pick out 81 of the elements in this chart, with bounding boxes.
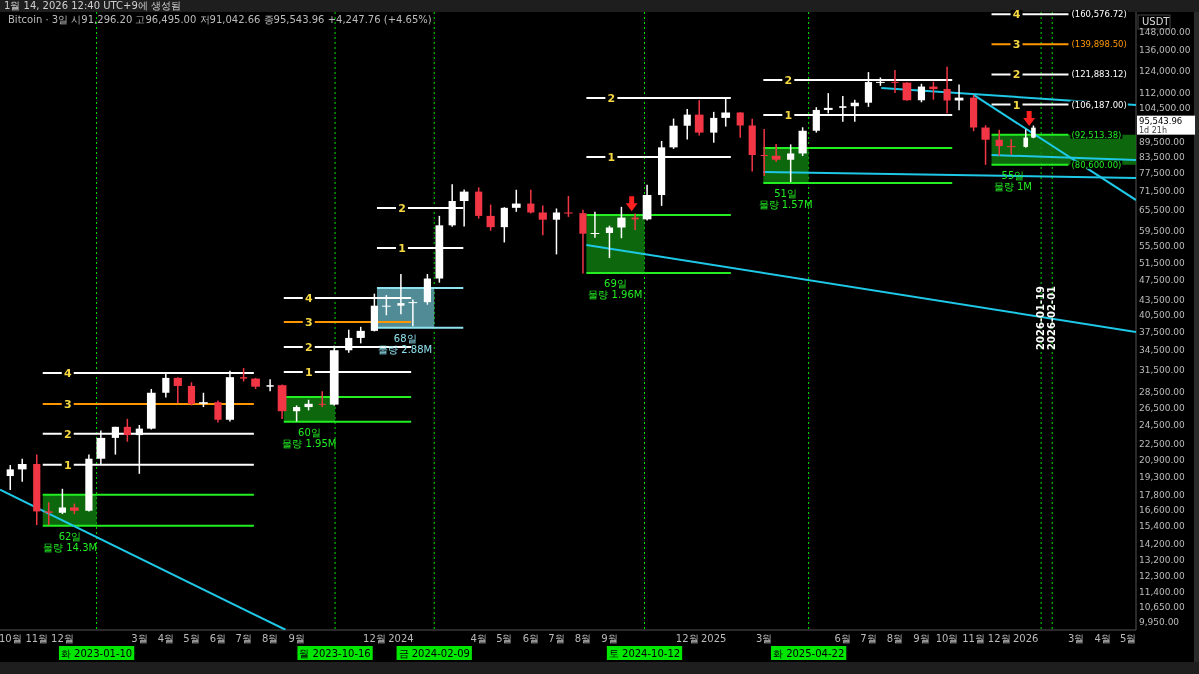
x-tick-label: 5월 [496, 633, 513, 644]
y-tick-label: 59,500.00 [1139, 226, 1186, 237]
annotation: 2026-01-19 [1035, 285, 1047, 350]
x-tick-label: 9월 [601, 633, 618, 644]
annotation: 69일 물량 1.96M [588, 277, 643, 300]
x-tick-label: 7월 [548, 633, 565, 644]
y-tick-label: 148,000.00 [1139, 27, 1191, 38]
x-tick-label: 11월 [962, 633, 985, 644]
x-tick-label: 7월 [860, 633, 877, 644]
x-tick-label: 2025 [701, 633, 727, 644]
y-tick-label: 37,500.00 [1139, 327, 1186, 338]
x-tick-label: 8월 [574, 633, 592, 644]
x-tick-label: 6월 [522, 633, 539, 644]
x-tick-label: 7월 [235, 633, 252, 644]
x-tick-label: 11월 [25, 633, 49, 644]
y-tick-label: 112,000.00 [1139, 87, 1191, 98]
y-tick-label: 47,500.00 [1139, 275, 1186, 286]
y-tick-label: 17,800.00 [1139, 489, 1186, 500]
chart-title: 1월 14, 2026 12:40 UTC+9에 생성됨 [4, 0, 181, 11]
annotation: 60일 물량 1.95M [282, 426, 337, 449]
y-tick-label: 11,400.00 [1139, 587, 1186, 598]
y-tick-label: 19,300.00 [1139, 472, 1186, 483]
y-tick-label: 55,500.00 [1139, 241, 1186, 252]
x-tick-label: 12월 [675, 633, 699, 644]
y-tick-label: 65,500.00 [1139, 205, 1186, 216]
annotation: 2026-02-01 [1046, 285, 1058, 350]
y-tick-label: 43,500.00 [1139, 294, 1186, 305]
y-tick-label: 34,500.00 [1139, 345, 1186, 356]
x-tick-label: 10월 [935, 633, 959, 644]
y-tick-label: 26,500.00 [1139, 402, 1186, 413]
annotation: 51일 물량 1.57M [758, 188, 813, 211]
y-tick-label: 24,500.00 [1139, 420, 1186, 431]
annotation: (80,600.00) [1070, 159, 1123, 170]
y-tick-label: 83,500.00 [1139, 152, 1186, 163]
y-tick-label: 22,500.00 [1139, 438, 1186, 449]
y-tick-label: 10,650.00 [1139, 602, 1186, 613]
y-tick-label: 9,950.00 [1139, 616, 1180, 627]
x-tick-label: 3월 [755, 633, 773, 644]
x-tick-label: 3월 [131, 633, 148, 644]
annotation: (106,187.00) [1070, 99, 1128, 110]
y-tick-label: 20,900.00 [1139, 454, 1186, 465]
y-tick-label: 124,000.00 [1139, 65, 1191, 76]
x-tick-label: 12월 [51, 633, 74, 644]
x-tick-label: 10월 [0, 633, 22, 644]
x-tick-label: 3월 [1067, 633, 1085, 644]
y-tick-label: 89,500.00 [1139, 136, 1186, 147]
x-tick-label: 2026 [1013, 633, 1039, 644]
x-tick-label: 9월 [288, 633, 305, 644]
y-tick-label: 136,000.00 [1139, 45, 1191, 56]
y-tick-label: 31,500.00 [1139, 365, 1186, 376]
annotation: 62일 물량 14.3M [43, 530, 98, 553]
y-tick-label: 77,500.00 [1139, 168, 1186, 179]
y-tick-label: 28,500.00 [1139, 386, 1186, 397]
x-tick-label: 9월 [913, 633, 930, 644]
y-tick-label: 71,500.00 [1139, 186, 1186, 196]
x-tick-label: 5월 [1120, 633, 1137, 644]
x-tick-label: 6월 [209, 633, 227, 644]
annotation: (121,883.12) [1070, 69, 1128, 80]
x-tick-label: 12월 [987, 633, 1011, 644]
y-tick-label: 16,600.00 [1139, 505, 1186, 516]
y-tick-label: 40,500.00 [1139, 310, 1186, 321]
y-tick-label: 104,500.00 [1139, 103, 1191, 114]
x-tick-label: 6월 [834, 633, 851, 644]
x-tick-label: 4월 [470, 633, 487, 644]
x-tick-label: 12월 [363, 633, 386, 644]
y-axis-title: USDT [1142, 16, 1171, 27]
x-tick-label: 4월 [157, 633, 175, 644]
x-tick-label: 8월 [886, 633, 904, 644]
annotation: (160,576.72) [1070, 9, 1128, 20]
x-tick-label: 4월 [1094, 633, 1111, 644]
x-tick-label: 5월 [183, 633, 200, 644]
annotation: (92,513.38) [1070, 129, 1123, 140]
y-tick-label: 14,200.00 [1139, 539, 1186, 550]
y-tick-label: 13,200.00 [1139, 555, 1186, 566]
x-tick-label: 8월 [261, 633, 279, 644]
x-tick-label: 2024 [388, 633, 414, 644]
chart-subtitle: Bitcoin · 3일 시91,296.20 고96,495.00 저91,042.66 종95,543.96 +4,247.76 (+4.65%) [8, 14, 432, 25]
y-tick-label: 51,500.00 [1139, 257, 1186, 268]
y-tick-label: 12,300.00 [1139, 570, 1186, 581]
annotation: (139,898.50) [1070, 39, 1128, 50]
y-tick-label: 15,400.00 [1139, 521, 1186, 532]
